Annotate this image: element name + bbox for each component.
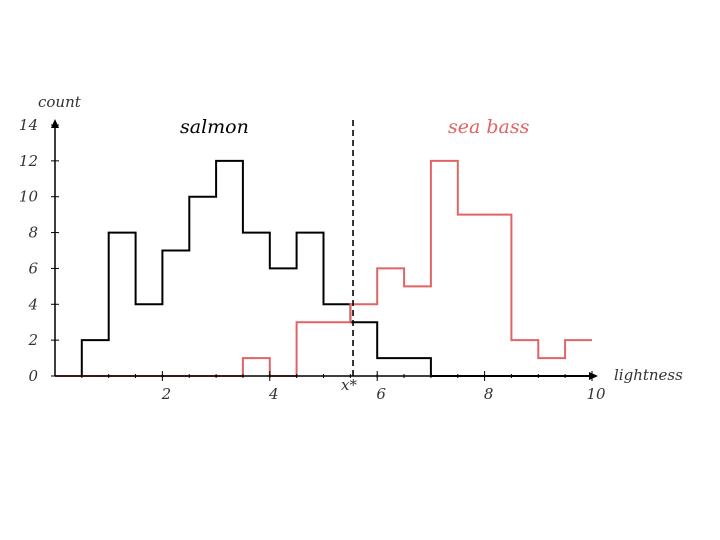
y-axis-label: count bbox=[38, 93, 82, 111]
plot-area: 0 2 4 6 8 10 12 14 2 4 6 8 10 bbox=[19, 116, 606, 403]
y-tick-label: 6 bbox=[28, 259, 38, 277]
y-tick-label: 10 bbox=[19, 188, 39, 206]
y-tick-label: 0 bbox=[28, 367, 38, 385]
x-axis-label: lightness bbox=[614, 366, 683, 384]
series-salmon-line bbox=[55, 159, 592, 377]
x-tick-label: 6 bbox=[376, 385, 386, 403]
y-tick-label: 8 bbox=[28, 224, 38, 242]
x-tick-label: 4 bbox=[268, 385, 279, 403]
x-tick-label: 10 bbox=[586, 385, 606, 403]
y-tick-label: 14 bbox=[19, 116, 38, 134]
x-tick-label: 8 bbox=[484, 385, 494, 403]
y-tick-label: 12 bbox=[19, 152, 38, 170]
y-axis-arrow bbox=[51, 119, 59, 128]
y-tick-label: 4 bbox=[27, 295, 38, 313]
salmon-label: salmon bbox=[180, 116, 249, 138]
x-axis-arrow bbox=[589, 372, 598, 380]
y-tick-label: 2 bbox=[27, 331, 38, 349]
sea-bass-label: sea bass bbox=[448, 116, 530, 138]
x-tick-label: 2 bbox=[161, 385, 172, 403]
threshold-label: x* bbox=[341, 376, 357, 394]
